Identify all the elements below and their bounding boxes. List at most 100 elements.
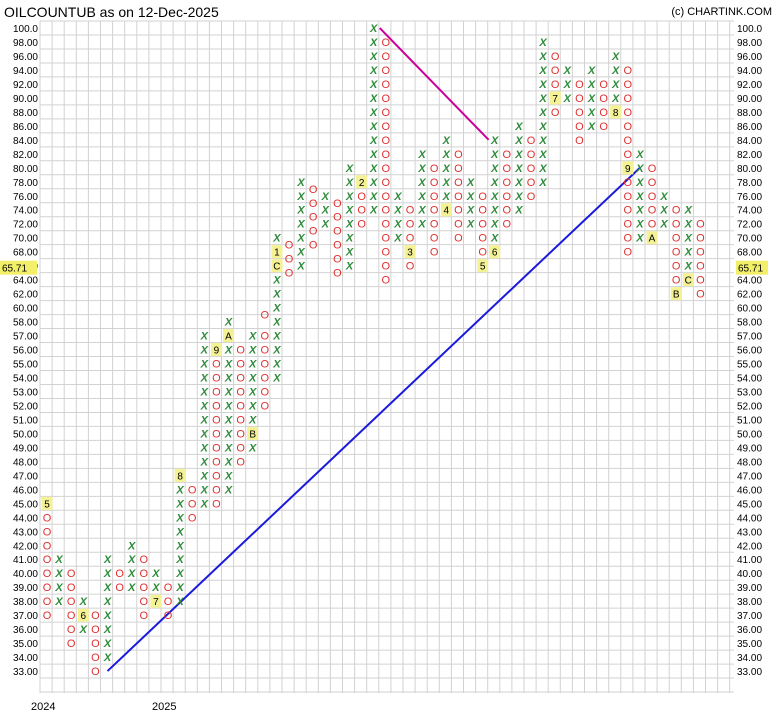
x-mark: X [151,582,160,594]
y-tick-label-right: 45.00 [737,499,762,510]
x-mark: X [272,289,281,301]
y-tick-label-right: 58.00 [737,318,762,329]
x-mark: X [490,219,499,231]
o-mark: O [382,79,391,91]
o-mark: O [478,191,487,203]
month-marker-box [174,468,186,482]
x-mark: X [175,582,184,594]
month-marker: 3 [407,248,413,259]
o-mark: O [236,428,245,440]
o-mark: O [672,247,681,259]
x-mark: X [369,79,378,91]
x-mark: X [248,345,257,357]
y-tick-label-right: 34.00 [737,653,762,664]
o-mark: O [624,65,633,77]
x-mark: X [272,373,281,385]
o-mark: O [382,219,391,231]
o-mark: O [43,526,52,538]
last-price-right: 65.71 [738,264,763,275]
x-mark: X [248,359,257,371]
month-marker: 2 [359,178,365,189]
month-marker-box [210,343,222,357]
y-tick-label-left: 37.00 [13,611,38,622]
y-tick-label-left: 72.00 [13,220,38,231]
y-tick-label-left: 35.00 [13,639,38,650]
month-marker: 9 [214,346,220,357]
x-mark: X [442,163,451,175]
x-mark: X [272,275,281,287]
o-mark: O [430,205,439,217]
x-mark: X [224,470,233,482]
x-mark: X [79,596,88,608]
y-tick-label-left: 40.00 [13,569,38,580]
x-mark: X [224,386,233,398]
x-mark: X [224,400,233,412]
x-mark: X [538,37,547,49]
y-tick-label-right: 60.00 [737,304,762,315]
o-mark: O [575,135,584,147]
o-mark: O [212,428,221,440]
x-mark: X [345,191,354,203]
month-marker-box [77,608,89,622]
x-mark: X [103,554,112,566]
y-tick-label-right: 94.00 [737,66,762,77]
x-mark: X [175,554,184,566]
o-mark: O [91,666,100,678]
o-mark: O [140,582,149,594]
y-tick-label-left: 96.00 [13,52,38,63]
o-mark: O [503,205,512,217]
x-mark: X [635,163,644,175]
o-mark: O [115,582,124,594]
x-mark: X [442,149,451,161]
x-mark: X [587,93,596,105]
o-mark: O [236,345,245,357]
y-tick-label-right: 49.00 [737,443,762,454]
x-mark: X [54,554,63,566]
x-mark: X [490,177,499,189]
y-tick-label-left: 80.00 [13,164,38,175]
o-mark: O [43,540,52,552]
x-mark: X [393,233,402,245]
x-mark: X [635,177,644,189]
x-mark: X [514,163,523,175]
x-mark: X [224,414,233,426]
x-mark: X [200,456,209,468]
x-mark: X [369,65,378,77]
y-tick-label-left: 90.00 [13,94,38,105]
month-marker-box [247,426,259,440]
y-tick-label-left: 36.00 [13,625,38,636]
x-mark: X [321,191,330,203]
o-mark: O [236,442,245,454]
x-mark: X [659,205,668,217]
x-mark: X [272,331,281,343]
o-mark: O [575,79,584,91]
o-mark: O [188,484,197,496]
y-tick-label-right: 43.00 [737,527,762,538]
x-mark: X [611,93,620,105]
o-mark: O [91,624,100,636]
o-mark: O [357,191,366,203]
x-mark: X [345,205,354,217]
x-mark: X [321,205,330,217]
x-mark: X [369,135,378,147]
y-tick-label-left: 46.00 [13,485,38,496]
x-mark: X [684,261,693,273]
x-mark: X [611,51,620,63]
y-tick-label-right: 48.00 [737,457,762,468]
y-tick-label-right: 51.00 [737,415,762,426]
x-mark: X [321,219,330,231]
x-mark: X [345,261,354,273]
o-mark: O [478,247,487,259]
y-tick-label-right: 46.00 [737,485,762,496]
o-mark: O [236,359,245,371]
o-mark: O [261,386,270,398]
y-tick-label-right: 35.00 [737,639,762,650]
o-mark: O [406,219,415,231]
y-tick-label-left: 44.00 [13,513,38,524]
month-marker-box [271,259,283,273]
x-mark: X [248,373,257,385]
o-mark: O [382,121,391,133]
o-mark: O [624,233,633,245]
o-mark: O [382,177,391,189]
x-mark: X [175,596,184,608]
